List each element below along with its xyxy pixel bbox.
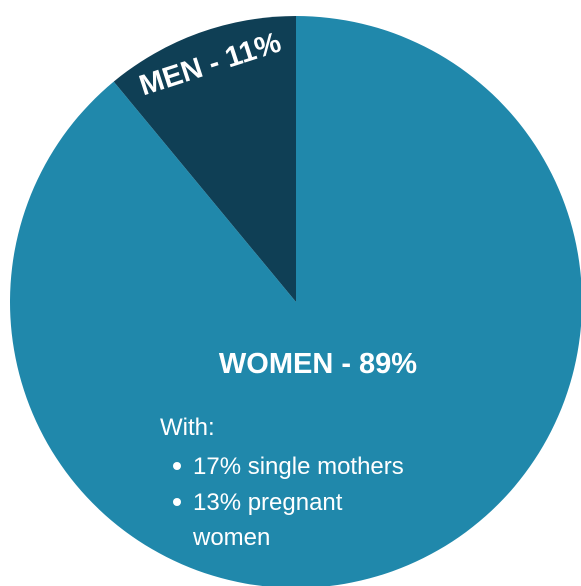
pie-slice-men bbox=[113, 16, 296, 302]
pie-slices bbox=[10, 16, 581, 586]
bullet-dot-2 bbox=[173, 498, 181, 506]
bullet-pregnant-continued: women bbox=[192, 524, 270, 551]
bullet-dot-1 bbox=[173, 462, 181, 470]
bullet-single-mothers: 17% single mothers bbox=[193, 453, 404, 480]
with-label: With: bbox=[160, 414, 215, 441]
slice-label-women: WOMEN - 89% bbox=[219, 348, 417, 380]
bullet-pregnant: 13% pregnant bbox=[193, 489, 343, 516]
pie-slice-women bbox=[10, 16, 581, 586]
